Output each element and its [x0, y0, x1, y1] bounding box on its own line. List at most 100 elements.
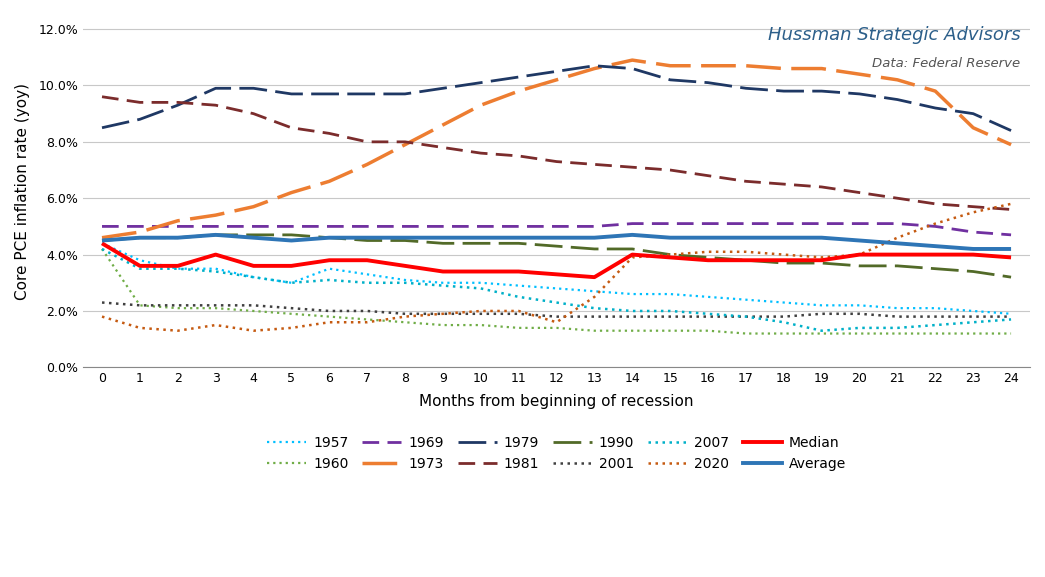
- 2001: [854, 310, 866, 317]
- 1979: [891, 96, 904, 103]
- 2007: [588, 305, 601, 312]
- 1973: [588, 65, 601, 72]
- 1969: [248, 223, 260, 230]
- Median: [248, 263, 260, 269]
- Average: [854, 237, 866, 244]
- Median: [96, 240, 109, 247]
- 1981: [361, 138, 373, 145]
- 2001: [891, 313, 904, 320]
- Average: [285, 237, 298, 244]
- 1969: [96, 223, 109, 230]
- 1969: [285, 223, 298, 230]
- 1969: [967, 228, 979, 235]
- 1973: [399, 141, 412, 148]
- Average: [437, 234, 449, 241]
- 2007: [512, 294, 525, 301]
- Median: [664, 254, 676, 261]
- Line: 1957: 1957: [102, 243, 1012, 314]
- 2007: [626, 308, 638, 314]
- 1990: [285, 231, 298, 238]
- 2007: [664, 308, 676, 314]
- Legend: 1957, 1960, 1969, 1973, 1979, 1981, 1990, 2001, 2007, 2020, Median, Average: 1957, 1960, 1969, 1973, 1979, 1981, 1990…: [268, 436, 845, 471]
- 1960: [285, 310, 298, 317]
- Line: Median: Median: [102, 243, 1012, 277]
- 1981: [702, 172, 715, 179]
- 2001: [1005, 313, 1018, 320]
- 1969: [323, 223, 335, 230]
- 2007: [929, 321, 942, 328]
- 1969: [854, 220, 866, 227]
- Median: [512, 268, 525, 275]
- 2020: [209, 321, 222, 328]
- 1981: [474, 149, 487, 156]
- 1960: [96, 245, 109, 252]
- Average: [551, 234, 563, 241]
- 2001: [967, 313, 979, 320]
- 2007: [1005, 316, 1018, 323]
- 2001: [437, 310, 449, 317]
- 2007: [134, 265, 146, 272]
- 1990: [929, 265, 942, 272]
- Line: 1981: 1981: [102, 97, 1012, 209]
- Average: [702, 234, 715, 241]
- 2020: [815, 254, 828, 261]
- 2020: [891, 234, 904, 241]
- 1957: [588, 288, 601, 295]
- 2020: [664, 251, 676, 258]
- Average: [967, 245, 979, 252]
- 1979: [854, 91, 866, 98]
- 1979: [815, 88, 828, 95]
- 2001: [512, 310, 525, 317]
- Average: [815, 234, 828, 241]
- 1979: [740, 85, 752, 92]
- 1960: [474, 321, 487, 328]
- 1973: [474, 102, 487, 108]
- 1957: [967, 308, 979, 314]
- 1979: [702, 79, 715, 86]
- Median: [967, 251, 979, 258]
- 1969: [171, 223, 184, 230]
- 1990: [551, 243, 563, 250]
- 1973: [512, 88, 525, 95]
- 1960: [171, 305, 184, 312]
- 1973: [664, 62, 676, 69]
- 1960: [512, 324, 525, 331]
- Median: [626, 251, 638, 258]
- 1981: [740, 178, 752, 185]
- 1981: [285, 124, 298, 131]
- 2020: [134, 324, 146, 331]
- 2001: [929, 313, 942, 320]
- 1981: [854, 189, 866, 196]
- Line: 1979: 1979: [102, 66, 1012, 130]
- 2007: [171, 265, 184, 272]
- 1990: [891, 263, 904, 269]
- 2001: [815, 310, 828, 317]
- Y-axis label: Core PCE inflation rate (yoy): Core PCE inflation rate (yoy): [15, 83, 30, 299]
- 2020: [437, 310, 449, 317]
- 1957: [248, 273, 260, 280]
- 1979: [967, 110, 979, 117]
- 2020: [551, 319, 563, 325]
- 1973: [134, 228, 146, 235]
- 1979: [551, 68, 563, 75]
- 1973: [171, 218, 184, 224]
- 2001: [740, 313, 752, 320]
- 1957: [854, 302, 866, 309]
- 1969: [929, 223, 942, 230]
- Line: 2020: 2020: [102, 204, 1012, 331]
- 1990: [134, 234, 146, 241]
- 1973: [929, 88, 942, 95]
- 1957: [551, 285, 563, 292]
- 1981: [96, 93, 109, 100]
- 2007: [967, 319, 979, 325]
- Median: [588, 273, 601, 280]
- 1973: [626, 57, 638, 63]
- 2020: [512, 308, 525, 314]
- Line: 1990: 1990: [102, 235, 1012, 277]
- 1969: [777, 220, 790, 227]
- 1960: [891, 330, 904, 337]
- 1981: [891, 195, 904, 202]
- X-axis label: Months from beginning of recession: Months from beginning of recession: [419, 394, 694, 409]
- 1990: [664, 251, 676, 258]
- 1969: [1005, 231, 1018, 238]
